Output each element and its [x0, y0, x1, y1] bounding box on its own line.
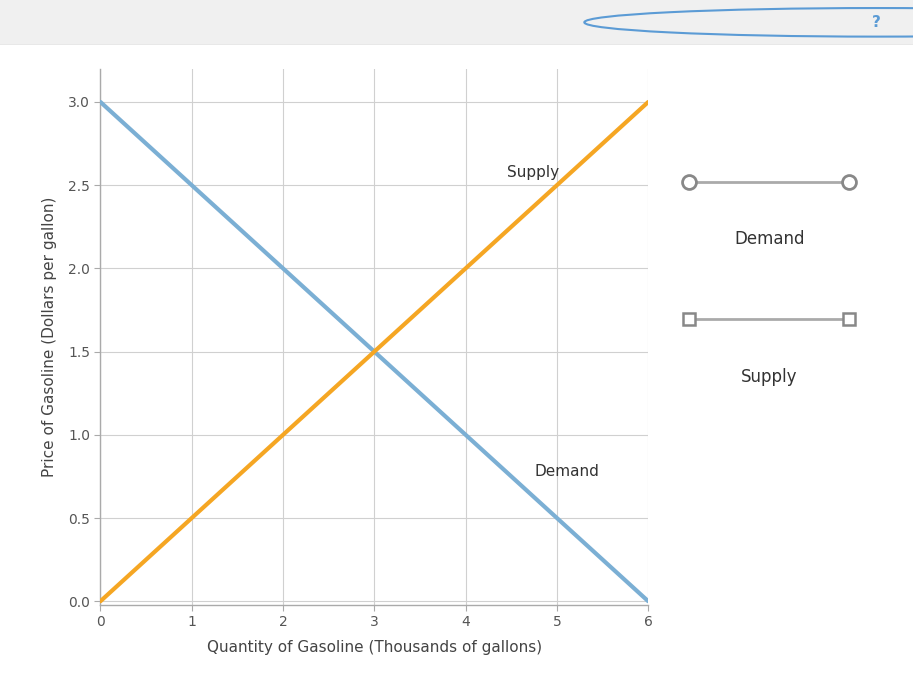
Text: Supply: Supply — [507, 165, 559, 180]
Text: Demand: Demand — [534, 464, 599, 480]
X-axis label: Quantity of Gasoline (Thousands of gallons): Quantity of Gasoline (Thousands of gallo… — [206, 640, 542, 655]
Text: ?: ? — [872, 15, 881, 30]
Y-axis label: Price of Gasoline (Dollars per gallon): Price of Gasoline (Dollars per gallon) — [42, 196, 57, 477]
Text: Supply: Supply — [741, 368, 797, 385]
Text: Demand: Demand — [734, 230, 804, 248]
